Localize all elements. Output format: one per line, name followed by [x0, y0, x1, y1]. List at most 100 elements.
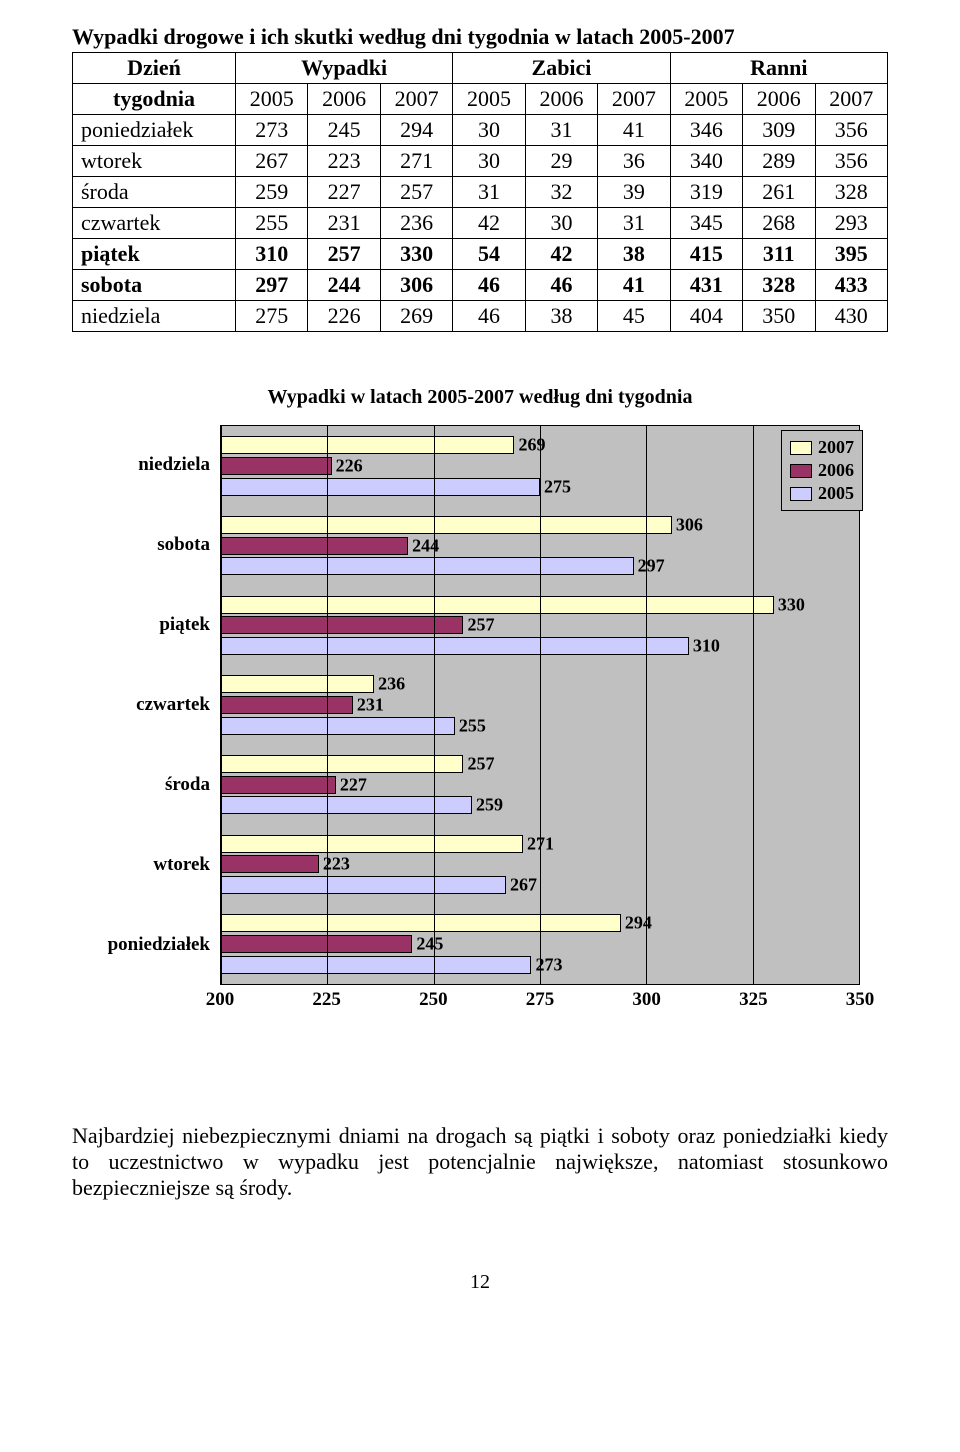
col-header-year: 2007 — [598, 84, 670, 115]
gridline — [434, 426, 435, 984]
table-cell: 289 — [743, 146, 815, 177]
table-cell: 330 — [380, 239, 452, 270]
row-label: poniedziałek — [73, 115, 236, 146]
col-header-year: 2006 — [743, 84, 815, 115]
gridline — [753, 426, 754, 984]
table-cell: 433 — [815, 270, 888, 301]
table-cell: 267 — [236, 146, 308, 177]
col-header-year: 2005 — [453, 84, 525, 115]
bar — [221, 478, 540, 496]
col-header-year: 2007 — [380, 84, 452, 115]
col-header-year: 2007 — [815, 84, 888, 115]
table-cell: 46 — [453, 301, 525, 332]
bar — [221, 457, 332, 475]
x-axis-tick: 225 — [312, 989, 341, 1011]
legend-swatch — [790, 487, 812, 501]
table-cell: 32 — [525, 177, 597, 208]
y-axis-label: niedziela — [100, 425, 220, 505]
legend: 200720062005 — [781, 430, 863, 511]
row-label: czwartek — [73, 208, 236, 239]
table-cell: 31 — [525, 115, 597, 146]
table-cell: 346 — [670, 115, 742, 146]
table-cell: 54 — [453, 239, 525, 270]
bar-value-label: 330 — [778, 594, 805, 615]
table-cell: 42 — [525, 239, 597, 270]
table-cell: 268 — [743, 208, 815, 239]
bar-value-label: 236 — [378, 674, 405, 695]
page-number: 12 — [72, 1271, 888, 1294]
table-cell: 227 — [308, 177, 380, 208]
table-cell: 36 — [598, 146, 670, 177]
table-cell: 236 — [380, 208, 452, 239]
bar-value-label: 227 — [340, 774, 367, 795]
table-cell: 31 — [453, 177, 525, 208]
y-axis-labels: niedzielasobotapiątekczwartekśrodawtorek… — [100, 425, 220, 985]
y-axis-label: sobota — [100, 505, 220, 585]
bar — [221, 755, 463, 773]
y-axis-label: czwartek — [100, 665, 220, 745]
bar — [221, 876, 506, 894]
x-axis-tick: 350 — [846, 989, 875, 1011]
bar-value-label: 267 — [510, 875, 537, 896]
legend-label: 2005 — [818, 483, 854, 504]
gridline — [540, 426, 541, 984]
table-cell: 259 — [236, 177, 308, 208]
table-cell: 345 — [670, 208, 742, 239]
x-axis-tick: 250 — [419, 989, 448, 1011]
table-cell: 245 — [308, 115, 380, 146]
bar-value-label: 244 — [412, 535, 439, 556]
table-cell: 356 — [815, 146, 888, 177]
bar — [221, 717, 455, 735]
table-cell: 38 — [525, 301, 597, 332]
table-cell: 340 — [670, 146, 742, 177]
table-cell: 269 — [380, 301, 452, 332]
bar-value-label: 294 — [625, 913, 652, 934]
col-header-year: 2006 — [525, 84, 597, 115]
table-cell: 261 — [743, 177, 815, 208]
bar — [221, 935, 412, 953]
col-header-group: Zabici — [453, 53, 670, 84]
x-axis-tick: 200 — [206, 989, 235, 1011]
y-axis-label: wtorek — [100, 825, 220, 905]
x-axis-tick: 300 — [632, 989, 661, 1011]
row-label: wtorek — [73, 146, 236, 177]
legend-swatch — [790, 441, 812, 455]
bar-value-label: 257 — [467, 615, 494, 636]
table-cell: 306 — [380, 270, 452, 301]
legend-item: 2006 — [790, 460, 854, 481]
col-header-group: Wypadki — [236, 53, 453, 84]
plot-area: 200720062005 269226275306244297330257310… — [220, 425, 860, 985]
bar — [221, 956, 531, 974]
table-cell: 30 — [525, 208, 597, 239]
bar-value-label: 310 — [693, 635, 720, 656]
table-cell: 30 — [453, 115, 525, 146]
table-cell: 257 — [380, 177, 452, 208]
col-header-group: Ranni — [670, 53, 887, 84]
bar-value-label: 297 — [638, 556, 665, 577]
table-cell: 310 — [236, 239, 308, 270]
legend-label: 2006 — [818, 460, 854, 481]
summary-text: Najbardziej niebezpiecznymi dniami na dr… — [72, 1123, 888, 1201]
legend-item: 2005 — [790, 483, 854, 504]
x-axis-tick: 275 — [526, 989, 555, 1011]
table-cell: 328 — [743, 270, 815, 301]
table-cell: 319 — [670, 177, 742, 208]
table-cell: 311 — [743, 239, 815, 270]
table-cell: 231 — [308, 208, 380, 239]
table-cell: 39 — [598, 177, 670, 208]
col-header-year: 2005 — [670, 84, 742, 115]
col-header-day: Dzień — [73, 53, 236, 84]
gridline — [646, 426, 647, 984]
row-label: sobota — [73, 270, 236, 301]
bar — [221, 914, 621, 932]
legend-swatch — [790, 464, 812, 478]
table-cell: 356 — [815, 115, 888, 146]
row-label: niedziela — [73, 301, 236, 332]
bar-value-label: 231 — [357, 695, 384, 716]
table-cell: 309 — [743, 115, 815, 146]
table-cell: 38 — [598, 239, 670, 270]
table-cell: 223 — [308, 146, 380, 177]
bar-value-label: 275 — [544, 476, 571, 497]
table-cell: 395 — [815, 239, 888, 270]
table-cell: 350 — [743, 301, 815, 332]
